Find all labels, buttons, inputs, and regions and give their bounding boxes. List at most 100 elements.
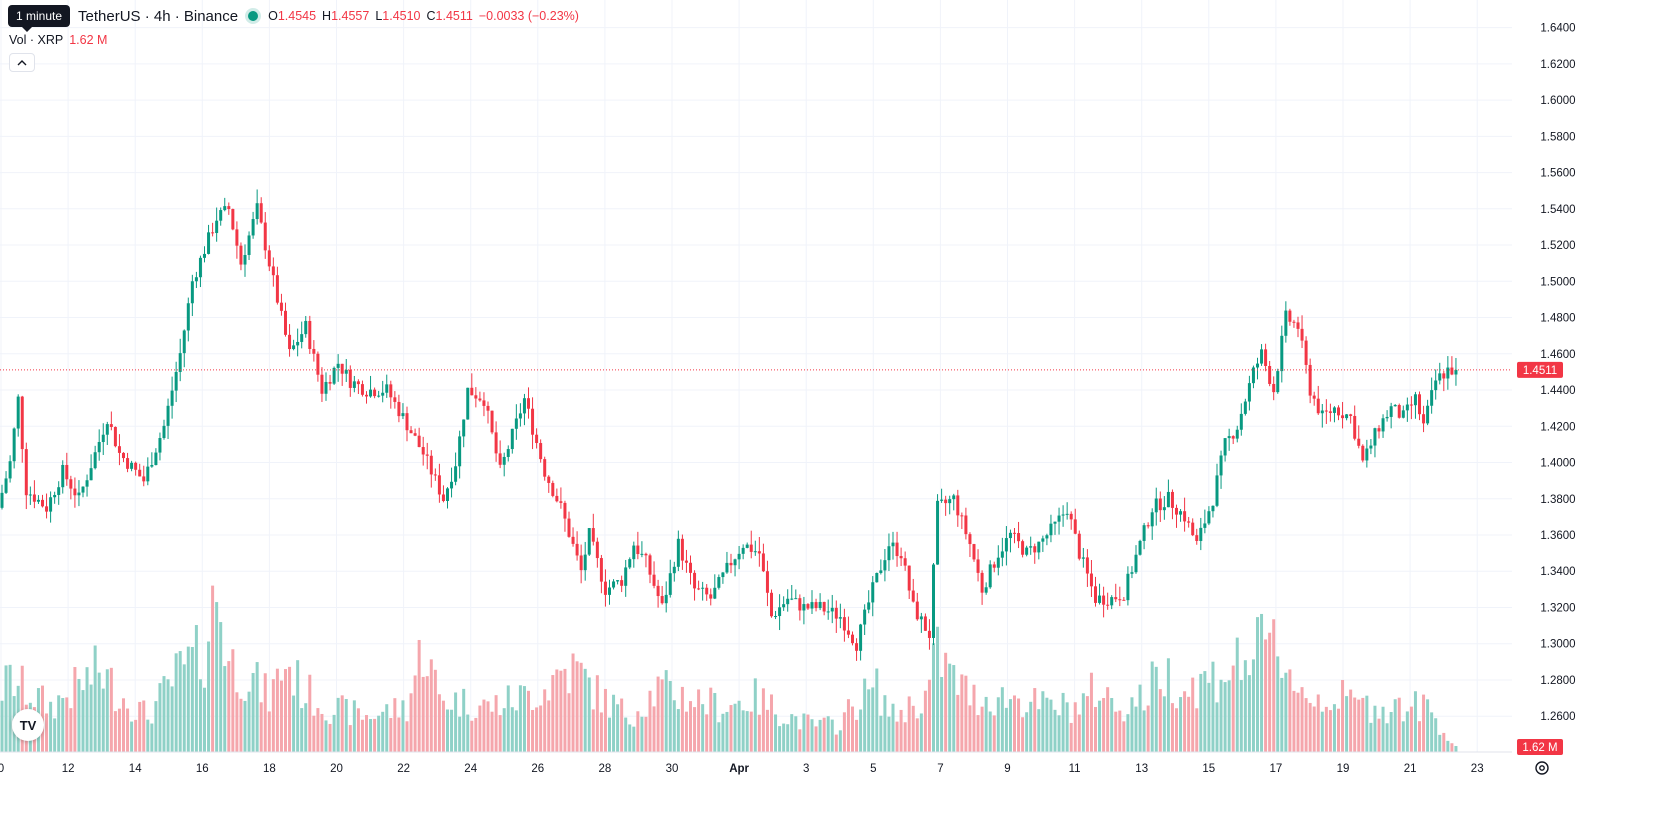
candle-body [705,587,709,595]
candle-body [454,466,458,482]
candle-body [802,604,806,611]
candle-body [101,434,105,443]
candle-body [830,607,834,612]
candle-body [154,452,158,466]
symbol-legend[interactable]: TetherUS · 4h · Binance O1.4545 H1.4557 … [8,6,579,26]
candle-body [555,495,559,502]
candle-body [907,565,911,591]
volume-bar [162,676,166,752]
chevron-up-icon [17,59,27,65]
volume-bar [1199,673,1203,752]
candle-body [676,538,680,567]
volume-bar [960,674,964,752]
time-tick-label: 11 [1069,763,1081,775]
candle-body [1361,445,1365,461]
volume-bar [628,724,632,752]
volume-bar [1332,704,1336,752]
tradingview-logo[interactable]: TV [12,709,44,741]
market-status-icon[interactable] [248,11,259,21]
volume-bar [146,719,150,752]
settings-icon[interactable] [1532,758,1552,778]
candle-body [1438,373,1442,381]
candle-body [725,562,729,573]
candle-body [158,438,162,453]
volume-bar [984,696,988,752]
volume-bar [190,646,194,752]
candle-body [231,209,235,230]
candle-body [97,442,101,453]
candle-body [818,601,822,609]
price-tick-label: 1.4800 [1540,313,1575,325]
volume-bar [1154,666,1158,752]
volume-bar [761,688,765,752]
last-volume-marker[interactable] [1517,739,1563,755]
volume-bar [1247,675,1251,752]
last-price-marker[interactable] [1517,361,1563,378]
volume-bar [417,639,421,752]
candle-body [721,572,725,578]
candle-body [251,219,255,236]
volume-bar [632,726,636,752]
volume-bar [1288,669,1292,752]
candle-body [1033,546,1037,553]
candle-body [616,580,620,582]
candle-body [247,235,251,255]
volume-bar [680,686,684,752]
volume-bar [948,663,952,752]
symbol-title[interactable]: TetherUS · 4h · Binance [78,7,239,25]
candle-body [1017,533,1021,542]
time-tick-label: 3 [803,763,809,775]
candle-body [1430,390,1434,406]
volume-bar [822,717,826,752]
candlesticks [0,189,1458,661]
volume-bar [1211,661,1215,752]
candle-body [441,494,445,502]
candle-body [1308,364,1312,396]
volume-bar [223,666,227,752]
candle-body [697,588,701,590]
volume-bar [932,643,935,752]
candle-body [1085,557,1089,574]
volume-legend[interactable]: Vol · XRP 1.62 M [9,33,107,47]
candle-body [49,497,53,512]
candle-body [972,544,976,560]
candle-body [267,250,271,267]
collapse-legend-button[interactable] [9,53,35,72]
volume-bar [1328,710,1332,752]
volume-bar [312,715,316,752]
volume-bar [579,662,583,752]
candle-body [1247,383,1251,402]
volume-bar [300,708,304,752]
volume-bar [429,659,433,752]
volume-bar [65,697,69,752]
candle-body [672,566,676,574]
volume-bar [1316,694,1320,752]
candle-body [401,413,405,417]
volume-bar [1146,705,1150,752]
candle-body [360,384,364,395]
volume-bar [150,723,154,752]
candle-body [551,482,555,496]
candle-body [336,363,340,368]
volume-bar [737,700,741,752]
volume-bar [105,669,109,752]
candle-body [1089,573,1093,587]
volume-bar [482,699,486,752]
candle-body [239,245,243,265]
volume-bar [369,719,373,752]
axes[interactable]: 1.6400 1.6200 1.6000 1.5800 1.5600 1.5400 1.52… [0,23,1576,775]
volume-bar [1126,714,1130,752]
price-tick-label: 1.6200 [1540,59,1575,71]
volume-bar [522,686,526,752]
volume-bar [996,697,1000,752]
volume-bar [676,709,680,752]
volume-bar [1438,734,1442,752]
candle-body [243,254,247,265]
candle-body [1426,405,1430,424]
price-tick-label: 1.6400 [1540,23,1575,35]
volume-bar [478,705,482,752]
volume-bar [381,711,385,752]
volume-bar [1353,697,1357,752]
candle-body [113,426,117,447]
